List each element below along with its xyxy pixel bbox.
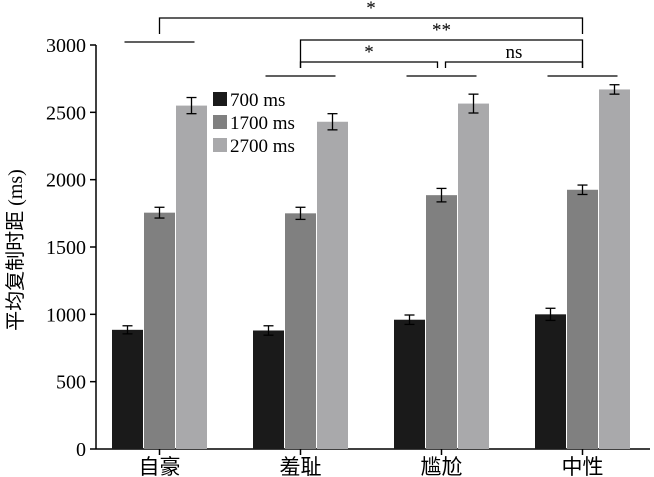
legend-label: 1700 ms (230, 113, 295, 134)
significance-label: ** (432, 20, 451, 41)
legend-label: 700 ms (230, 90, 285, 111)
y-tick-label: 1500 (46, 237, 86, 259)
significance-bracket (299, 61, 439, 68)
bar (426, 195, 457, 449)
y-tick-label: 500 (56, 372, 86, 394)
legend-swatch (213, 138, 227, 152)
bar (317, 121, 348, 449)
significance-bracket (299, 39, 584, 68)
bar (535, 314, 566, 449)
y-tick-label: 2500 (46, 102, 86, 124)
y-tick-label: 1000 (46, 304, 86, 326)
x-tick-label: 羞耻 (280, 455, 322, 477)
legend-swatch (213, 115, 227, 129)
significance-bracket (444, 61, 584, 68)
significance-label: * (366, 0, 376, 19)
bar (285, 213, 316, 449)
y-tick-label: 0 (76, 439, 86, 461)
bar (253, 330, 284, 449)
bar (176, 105, 207, 449)
x-tick-label: 自豪 (139, 455, 181, 477)
bar (458, 103, 489, 449)
legend-swatch (213, 92, 227, 106)
y-axis-title: 平均复制时距 (ms) (4, 169, 27, 331)
bar (394, 319, 425, 449)
significance-label: * (364, 42, 374, 63)
bar (112, 329, 143, 449)
y-tick-label: 3000 (46, 35, 86, 57)
significance-label: ns (506, 42, 523, 63)
bar (144, 212, 175, 449)
y-tick-label: 2000 (46, 170, 86, 192)
legend-label: 2700 ms (230, 136, 295, 157)
plot-area: 0 500 1000 1500 2000 2500 3000 自豪 羞耻 尴尬 中性 700 ms17… (46, 0, 650, 477)
x-tick-label: 尴尬 (421, 455, 463, 477)
bar (567, 189, 598, 449)
bar (599, 89, 630, 449)
significance-bracket (158, 17, 584, 34)
x-tick-label: 中性 (562, 455, 604, 477)
